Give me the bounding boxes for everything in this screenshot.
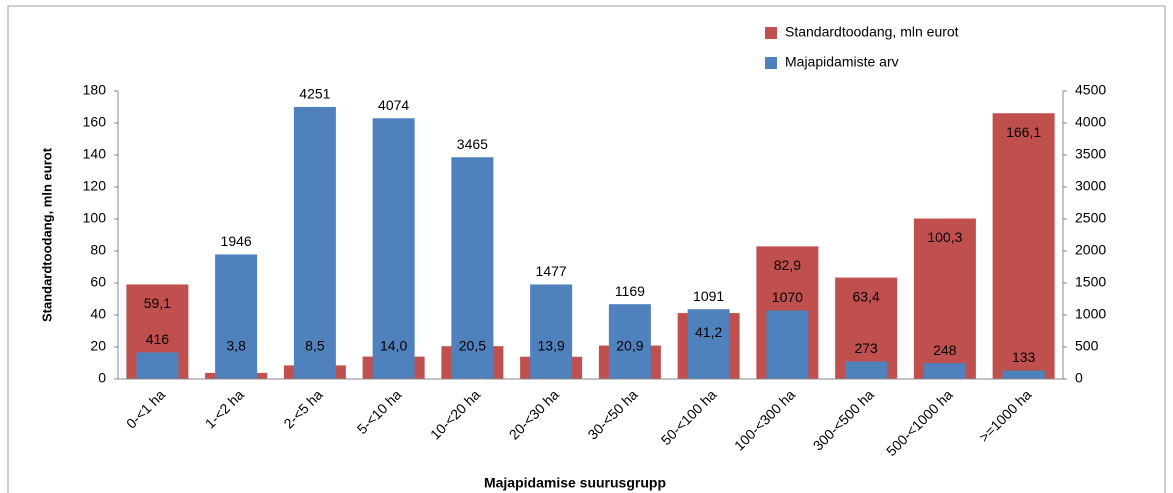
data-label: 41,2	[695, 324, 722, 340]
data-label: 273	[854, 340, 878, 356]
data-label: 3465	[457, 136, 488, 152]
data-label: 1169	[615, 283, 645, 299]
bar	[608, 304, 651, 379]
bar	[136, 352, 179, 379]
bar	[293, 106, 336, 379]
data-label: 166,1	[1006, 124, 1041, 140]
data-label: 63,4	[853, 288, 880, 304]
bar	[687, 309, 730, 379]
bar	[992, 113, 1055, 380]
bar	[1002, 370, 1045, 379]
y2-tick-label: 2000	[1075, 242, 1106, 258]
y-tick-label: 40	[90, 306, 106, 322]
y2-tick-label: 3500	[1075, 146, 1106, 162]
data-label: 248	[933, 342, 957, 358]
y2-tick-label: 500	[1075, 338, 1099, 354]
y-tick-label: 0	[98, 370, 106, 386]
bar	[530, 284, 573, 379]
data-label: 4251	[299, 86, 330, 102]
y2-tick-label: 4000	[1075, 114, 1106, 130]
x-axis-label: Majapidamise suurusgrupp	[484, 475, 666, 491]
y-tick-label: 180	[83, 82, 107, 98]
bar	[923, 363, 966, 379]
legend-swatch	[765, 27, 777, 39]
data-label: 20,5	[459, 338, 486, 354]
data-label: 416	[146, 331, 170, 347]
bar	[215, 254, 258, 379]
data-label: 133	[1012, 349, 1036, 365]
data-label: 100,3	[927, 229, 962, 245]
data-label: 1477	[536, 263, 567, 279]
legend-label: Majapidamiste arv	[785, 54, 899, 70]
bar	[451, 157, 494, 379]
y2-tick-label: 1000	[1075, 306, 1106, 322]
y-tick-label: 60	[90, 274, 106, 290]
y-tick-label: 80	[90, 242, 106, 258]
y2-tick-label: 2500	[1075, 210, 1106, 226]
y-tick-label: 160	[83, 114, 107, 130]
data-label: 8,5	[305, 338, 325, 354]
y2-tick-label: 3000	[1075, 178, 1106, 194]
data-label: 1946	[221, 233, 252, 249]
data-label: 1091	[693, 288, 724, 304]
y2-tick-label: 1500	[1075, 274, 1106, 290]
y-tick-label: 20	[90, 338, 106, 354]
data-label: 20,9	[616, 338, 643, 354]
y-tick-label: 100	[83, 210, 107, 226]
y2-tick-label: 4500	[1075, 82, 1106, 98]
bar	[845, 361, 888, 379]
y-axis-label: Standardtoodang, mln eurot	[39, 147, 54, 322]
y2-tick-label: 0	[1075, 370, 1083, 386]
data-label: 59,1	[144, 295, 171, 311]
bar	[913, 218, 976, 379]
data-label: 1070	[772, 289, 803, 305]
y-tick-label: 120	[83, 178, 107, 194]
data-label: 3,8	[226, 338, 246, 354]
legend-swatch	[765, 57, 777, 69]
y-tick-label: 140	[83, 146, 107, 162]
data-label: 4074	[378, 97, 409, 113]
data-label: 82,9	[774, 257, 801, 273]
data-label: 13,9	[538, 338, 565, 354]
data-label: 14,0	[380, 338, 407, 354]
bar	[372, 118, 415, 379]
bar	[766, 310, 809, 379]
legend-label: Standardtoodang, mln eurot	[785, 24, 959, 40]
